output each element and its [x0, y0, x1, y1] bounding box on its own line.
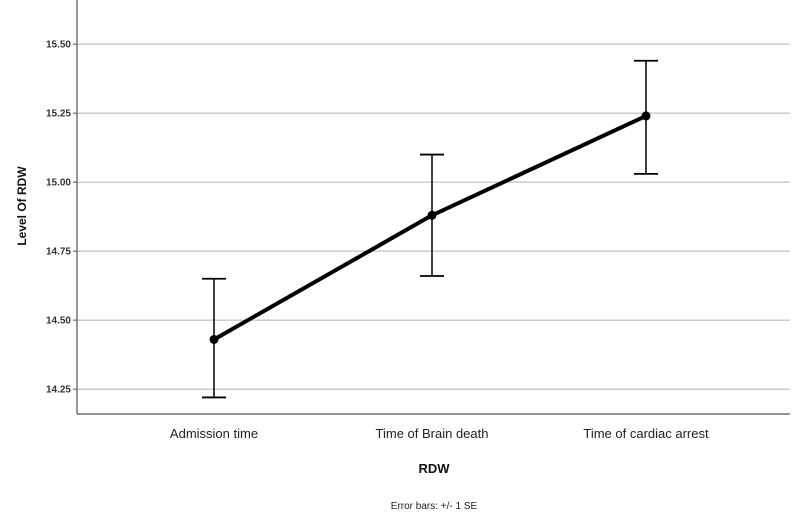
y-tick-label: 14.75	[46, 247, 71, 258]
data-point	[209, 334, 219, 344]
data-point	[641, 111, 651, 121]
error-bar-footnote: Error bars: +/- 1 SE	[391, 501, 478, 512]
y-tick-label: 15.50	[46, 40, 71, 51]
y-tick-label: 14.25	[46, 385, 71, 396]
axes	[76, 0, 790, 415]
data-points	[209, 111, 651, 344]
y-tick-label: 14.50	[46, 316, 71, 327]
x-tick-label: Time of cardiac arrest	[583, 426, 709, 441]
y-tick-label: 15.25	[46, 109, 71, 120]
y-tick-labels: 14.25 14.50 14.75 15.00 15.25 15.50	[46, 40, 71, 396]
error-bars	[202, 59, 658, 399]
data-point	[427, 210, 437, 220]
y-tick-label: 15.00	[46, 178, 71, 189]
y-axis-label: Level Of RDW	[15, 166, 29, 246]
series-line-group	[212, 113, 648, 342]
series-line	[212, 113, 648, 342]
x-tick-labels: Admission time Time of Brain death Time of…	[170, 426, 709, 441]
gridlines	[73, 43, 790, 390]
x-tick-label: Admission time	[170, 426, 258, 441]
x-tick-label: Time of Brain death	[376, 426, 489, 441]
x-axis-label: RDW	[418, 461, 450, 476]
